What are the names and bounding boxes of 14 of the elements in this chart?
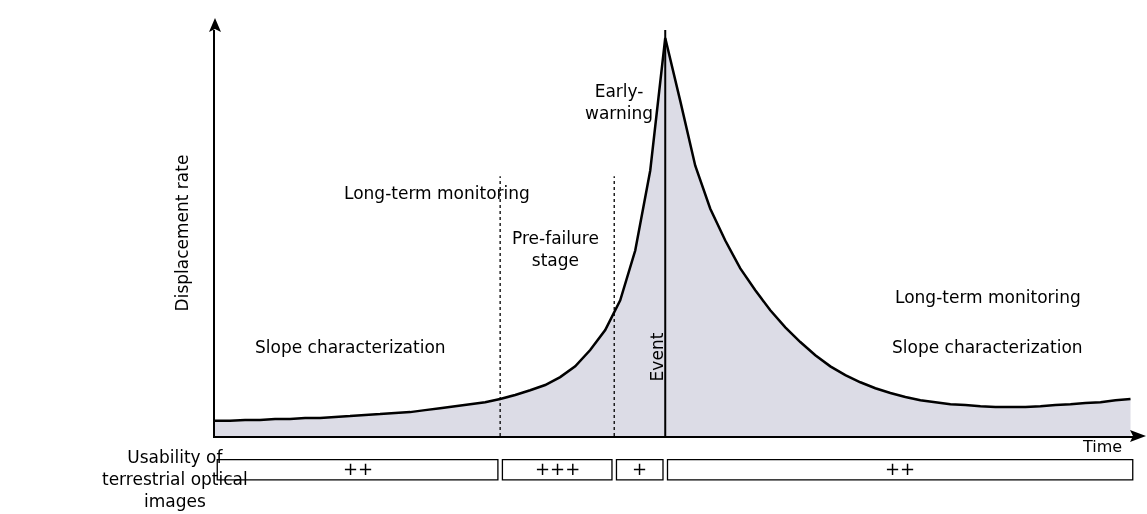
text: Usability of terrestrial optical images [102, 447, 248, 512]
text: +++ [535, 458, 581, 479]
text: ++ [885, 458, 916, 479]
annotation: Long-term monitoring [344, 183, 530, 203]
annotation: Event [646, 332, 667, 382]
text: + [632, 458, 648, 479]
annotation: Early- warning [585, 81, 654, 124]
annotation: Pre-failure stage [512, 228, 599, 271]
text: ++ [343, 458, 374, 479]
y-axis-title: Displacement rate [172, 154, 193, 312]
annotation: Slope characterization [892, 337, 1083, 357]
x-axis-title: Time [1082, 437, 1123, 456]
annotation: Slope characterization [255, 337, 446, 357]
annotation: Long-term monitoring [895, 287, 1081, 307]
